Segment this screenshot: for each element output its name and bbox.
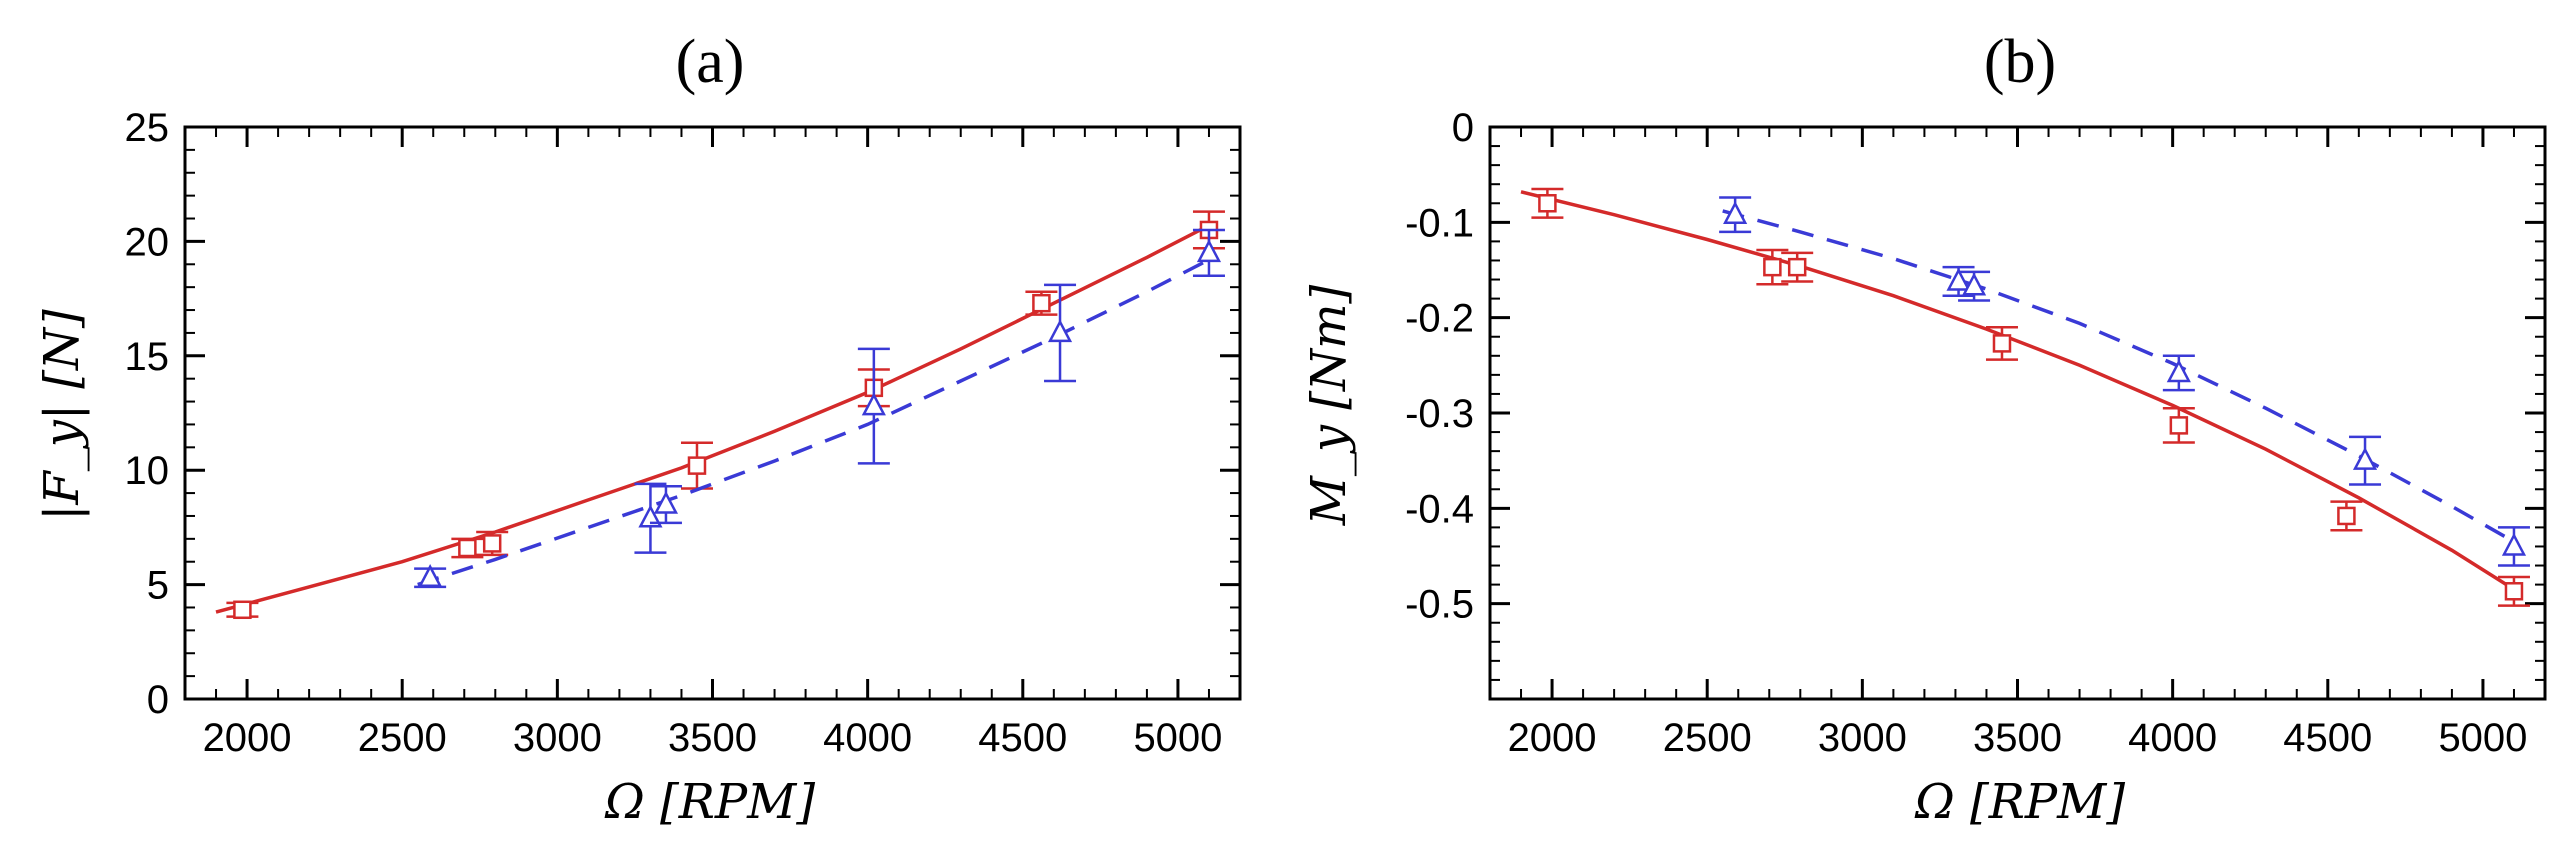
panel-a-red-fit-square-marker xyxy=(233,600,252,620)
panel-b-y-tick-label: -0.5 xyxy=(1405,583,1474,627)
panel-b-y-tick-label: -0.3 xyxy=(1405,392,1474,436)
panel-b-blue-fit-triangle-marker xyxy=(1961,272,1987,296)
panel-a-blue-fit-triangle-marker xyxy=(638,504,663,528)
panel-b-frame xyxy=(1488,125,2547,701)
panel-b-x-tick-label: 4500 xyxy=(2283,716,2372,760)
panel-b-x-tick-label: 5000 xyxy=(2438,716,2527,760)
panel-b-red-fit-square-marker xyxy=(1787,257,1807,277)
panel-a-red-fit-square-marker xyxy=(482,534,502,553)
panel-a-x-tick-label: 5000 xyxy=(1133,716,1222,760)
panel-a-x-axis-label: Ω [RPM] xyxy=(604,774,815,830)
panel-a-x-tick-label: 3500 xyxy=(668,716,757,760)
panel-b-x-axis-label: Ω [RPM] xyxy=(1914,774,2125,830)
panel-b-red-fit-square-marker xyxy=(2169,416,2189,435)
panel-b-blue-fit-triangle-marker xyxy=(1723,201,1748,224)
panel-b-y-tick-label: -0.4 xyxy=(1405,487,1474,531)
panel-a-blue-fit-triangle-marker xyxy=(1047,319,1073,343)
panel-a-y-tick-label: 25 xyxy=(125,106,170,150)
panel-a-red-fit-square-marker xyxy=(1032,293,1051,313)
panel-a-y-tick-label: 5 xyxy=(147,564,169,608)
panel-b-title: (b) xyxy=(1984,28,2056,96)
panel-a-red-fit-square-marker xyxy=(687,456,707,475)
panel-a-blue-fit-triangle-marker xyxy=(653,490,679,514)
panel-a-blue-fit-triangle-marker xyxy=(861,392,886,416)
panel-b-x-tick-label: 4000 xyxy=(2128,716,2217,760)
panel-a-frame xyxy=(183,125,1242,701)
panel-b: (b) Ω [RPM] M_y [Nm] 2000 2500 3000 3500 400… xyxy=(1301,28,2547,830)
panel-b-y-tick-label: -0.1 xyxy=(1405,201,1474,245)
panel-b-y-tick-label: -0.2 xyxy=(1405,297,1474,341)
panel-b-blue-fit-triangle-marker xyxy=(1946,267,1971,291)
panel-a-blue-fit-line xyxy=(417,258,1210,587)
panel-a: (a) Ω [RPM] |F_y| [N] 2000 2500 3000 3500 40… xyxy=(34,28,1242,830)
panel-a-x-tick-label: 4000 xyxy=(823,716,912,760)
panel-b-red-fit-square-marker xyxy=(1992,334,2012,353)
panel-b-blue-fit-triangle-marker xyxy=(2501,532,2527,556)
panel-b-red-fit-square-marker xyxy=(2337,506,2356,526)
panel-b-red-fit-square-marker xyxy=(2504,582,2524,601)
panel-b-red-fit-square-marker xyxy=(1763,257,1782,277)
panel-b-blue-fit-triangle-marker xyxy=(2352,446,2378,470)
panel-a-y-tick-label: 10 xyxy=(125,449,170,493)
panel-a-red-fit-square-marker xyxy=(458,538,477,558)
panel-b-blue-fit-line xyxy=(1722,209,2515,544)
panel-a-plot-area: 2000 2500 3000 3500 4000 4500 5000 0 5 10 15 20 25 xyxy=(125,106,1242,760)
panel-a-title: (a) xyxy=(676,28,745,96)
panel-a-x-tick-label: 2000 xyxy=(203,716,292,760)
panel-a-y-tick-label: 20 xyxy=(125,220,170,264)
panel-b-red-fit-square-marker xyxy=(1538,194,1557,213)
panel-b-y-tick-label: 0 xyxy=(1452,106,1474,150)
panel-a-blue-fit-triangle-marker xyxy=(418,564,443,587)
panel-a-blue-fit-triangle-marker xyxy=(1196,239,1222,263)
panel-b-red-fit-line xyxy=(1520,190,2515,591)
panel-b-blue-fit-triangle-marker xyxy=(2166,359,2191,383)
panel-a-y-tick-label: 0 xyxy=(147,678,169,722)
panel-b-y-axis-label: M_y [Nm] xyxy=(1301,284,1357,526)
panel-a-y-axis-label: |F_y| [N] xyxy=(34,309,90,521)
panel-b-x-tick-label: 2000 xyxy=(1508,716,1597,760)
panel-a-red-fit-line xyxy=(215,223,1210,614)
panel-b-x-tick-label: 3000 xyxy=(1818,716,1907,760)
panel-a-x-tick-label: 4500 xyxy=(978,716,1067,760)
panel-a-x-tick-label: 2500 xyxy=(358,716,447,760)
panel-b-plot-area: 2000 2500 3000 3500 4000 4500 5000 0 -0.1 -0.2 -0.… xyxy=(1405,106,2547,760)
panel-a-y-tick-label: 15 xyxy=(125,335,170,379)
panel-b-x-tick-label: 2500 xyxy=(1663,716,1752,760)
panel-b-x-tick-label: 3500 xyxy=(1973,716,2062,760)
panel-a-x-tick-label: 3000 xyxy=(513,716,602,760)
